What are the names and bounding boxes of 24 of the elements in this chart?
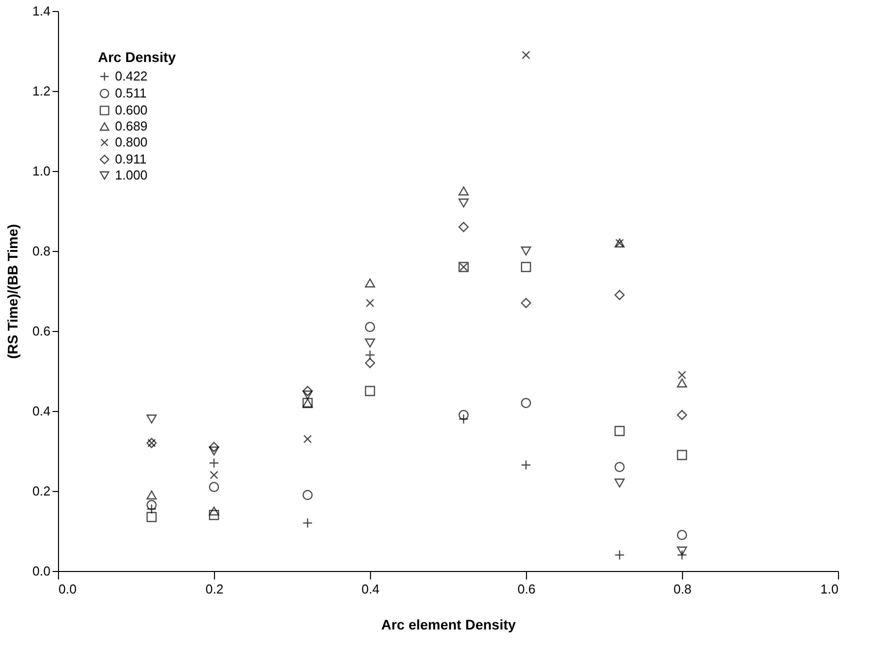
x-tick-label: 0.4 xyxy=(361,582,380,596)
x-tick-label: 0.6 xyxy=(517,582,536,596)
legend-label: 1.000 xyxy=(115,168,148,182)
legend-label: 0.511 xyxy=(115,86,147,100)
y-tick-label: 1.2 xyxy=(32,84,50,98)
legend-label: 0.689 xyxy=(115,118,148,134)
y-tick-label: 0.0 xyxy=(32,564,50,578)
x-tick-label: 0.2 xyxy=(205,582,224,596)
y-tick-label: 1.0 xyxy=(32,164,50,178)
y-tick-label: 0.8 xyxy=(32,244,50,258)
x-tick-label: 0.0 xyxy=(58,582,77,596)
y-tick-label: 0.2 xyxy=(32,484,50,498)
x-tick-label: 1.0 xyxy=(820,582,838,596)
y-tick-label: 0.4 xyxy=(32,404,50,418)
x-tick-label: 0.8 xyxy=(673,582,692,596)
legend-label: 0.800 xyxy=(115,134,148,150)
legend-label: 0.600 xyxy=(115,102,148,118)
y-axis-title: (RS Time)/(BB Time) xyxy=(4,224,20,359)
x-axis-title: Arc element Density xyxy=(381,616,516,632)
legend-label: 0.422 xyxy=(115,68,148,84)
legend-title: Arc Density xyxy=(98,49,176,65)
y-tick-label: 0.6 xyxy=(32,324,50,338)
legend-label: 0.911 xyxy=(115,152,147,166)
y-tick-label: 1.4 xyxy=(32,4,50,18)
